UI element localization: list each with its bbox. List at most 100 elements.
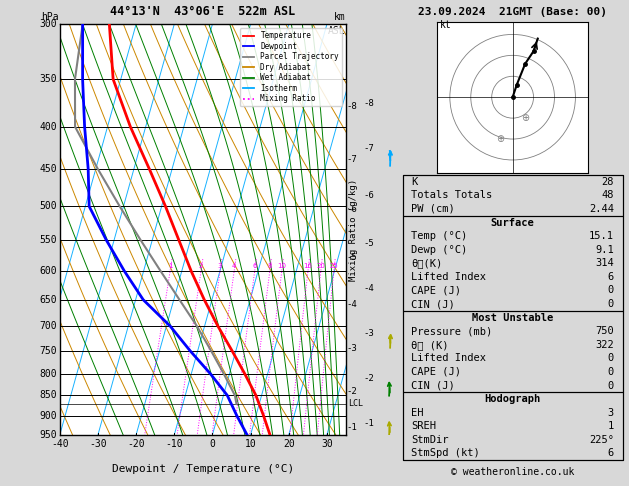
Text: -2: -2 <box>364 374 374 382</box>
Text: 2.44: 2.44 <box>589 204 614 214</box>
Text: ASL: ASL <box>328 26 346 36</box>
Text: 10: 10 <box>245 439 257 449</box>
Text: 322: 322 <box>595 340 614 350</box>
Text: SREH: SREH <box>411 421 437 431</box>
Text: -7: -7 <box>346 155 357 164</box>
Text: -8: -8 <box>346 102 357 111</box>
Text: 20: 20 <box>283 439 294 449</box>
Text: © weatheronline.co.uk: © weatheronline.co.uk <box>451 467 574 477</box>
Text: 225°: 225° <box>589 435 614 445</box>
Text: 0: 0 <box>608 285 614 295</box>
Text: -4: -4 <box>346 300 357 309</box>
Text: -2: -2 <box>346 387 357 396</box>
Text: 25: 25 <box>330 263 338 269</box>
Text: -5: -5 <box>364 239 374 248</box>
Text: 750: 750 <box>595 326 614 336</box>
Text: 400: 400 <box>39 122 57 132</box>
Text: CIN (J): CIN (J) <box>411 381 455 391</box>
Text: hPa: hPa <box>41 12 58 22</box>
Text: CIN (J): CIN (J) <box>411 299 455 309</box>
Text: Lifted Index: Lifted Index <box>411 272 486 282</box>
Text: Hodograph: Hodograph <box>484 394 541 404</box>
Text: kt: kt <box>440 20 451 30</box>
Text: 314: 314 <box>595 258 614 268</box>
Text: -30: -30 <box>89 439 107 449</box>
Text: km: km <box>334 12 346 22</box>
Text: 700: 700 <box>39 321 57 331</box>
Text: 9.1: 9.1 <box>595 244 614 255</box>
Text: -10: -10 <box>165 439 183 449</box>
Text: 0: 0 <box>608 367 614 377</box>
Legend: Temperature, Dewpoint, Parcel Trajectory, Dry Adiabat, Wet Adiabat, Isotherm, Mi: Temperature, Dewpoint, Parcel Trajectory… <box>240 28 342 106</box>
Text: Most Unstable: Most Unstable <box>472 312 554 323</box>
Text: 30: 30 <box>321 439 333 449</box>
Text: 6: 6 <box>608 272 614 282</box>
Bar <box>403 392 623 460</box>
Text: CAPE (J): CAPE (J) <box>411 285 461 295</box>
Text: 600: 600 <box>39 266 57 276</box>
Text: 6: 6 <box>252 263 257 269</box>
Text: 23.09.2024  21GMT (Base: 00): 23.09.2024 21GMT (Base: 00) <box>418 7 607 17</box>
Text: 15.1: 15.1 <box>589 231 614 241</box>
Text: Temp (°C): Temp (°C) <box>411 231 467 241</box>
Text: 500: 500 <box>39 201 57 211</box>
Text: -5: -5 <box>346 253 357 262</box>
Text: 6: 6 <box>608 449 614 458</box>
Text: Totals Totals: Totals Totals <box>411 191 493 200</box>
Text: ⊕: ⊕ <box>496 134 504 144</box>
Text: 350: 350 <box>39 74 57 84</box>
Text: Lifted Index: Lifted Index <box>411 353 486 364</box>
Text: 300: 300 <box>39 19 57 29</box>
Text: -20: -20 <box>127 439 145 449</box>
Text: Pressure (mb): Pressure (mb) <box>411 326 493 336</box>
Text: 16: 16 <box>303 263 313 269</box>
Text: 48: 48 <box>601 191 614 200</box>
Text: 0: 0 <box>608 381 614 391</box>
Text: 10: 10 <box>277 263 286 269</box>
Text: Mixing Ratio (g/kg): Mixing Ratio (g/kg) <box>349 178 359 281</box>
Bar <box>403 311 623 392</box>
Text: -6: -6 <box>346 206 357 214</box>
Text: 20: 20 <box>316 263 325 269</box>
Text: 44°13'N  43°06'E  522m ASL: 44°13'N 43°06'E 522m ASL <box>110 5 296 18</box>
Text: -3: -3 <box>364 329 374 338</box>
Text: -1: -1 <box>364 419 374 428</box>
Text: -3: -3 <box>346 344 357 353</box>
Text: 450: 450 <box>39 164 57 174</box>
Text: EH: EH <box>411 408 424 417</box>
Text: -40: -40 <box>51 439 69 449</box>
Text: 0: 0 <box>608 299 614 309</box>
Text: 650: 650 <box>39 295 57 305</box>
Text: θᴄ(K): θᴄ(K) <box>411 258 443 268</box>
Text: 8: 8 <box>267 263 272 269</box>
Text: ⊕: ⊕ <box>521 113 529 123</box>
Text: 1: 1 <box>608 421 614 431</box>
Text: Dewp (°C): Dewp (°C) <box>411 244 467 255</box>
Text: 3: 3 <box>608 408 614 417</box>
Text: 28: 28 <box>601 177 614 187</box>
Text: 4: 4 <box>232 263 237 269</box>
Text: CAPE (J): CAPE (J) <box>411 367 461 377</box>
Text: -8: -8 <box>364 99 374 108</box>
Bar <box>403 175 623 216</box>
Text: -4: -4 <box>364 284 374 293</box>
Text: 750: 750 <box>39 346 57 356</box>
Text: Surface: Surface <box>491 218 535 227</box>
Text: -7: -7 <box>364 144 374 153</box>
Text: 950: 950 <box>39 430 57 440</box>
Text: 3: 3 <box>218 263 222 269</box>
Text: K: K <box>411 177 418 187</box>
Text: Dewpoint / Temperature (°C): Dewpoint / Temperature (°C) <box>112 464 294 474</box>
Text: 550: 550 <box>39 235 57 245</box>
Text: 900: 900 <box>39 411 57 421</box>
Text: 1: 1 <box>168 263 172 269</box>
Text: 800: 800 <box>39 369 57 379</box>
Text: 850: 850 <box>39 390 57 400</box>
Text: -1: -1 <box>346 423 357 432</box>
Text: StmSpd (kt): StmSpd (kt) <box>411 449 480 458</box>
Text: LCL: LCL <box>348 399 363 408</box>
Text: StmDir: StmDir <box>411 435 449 445</box>
Text: -6: -6 <box>364 191 374 200</box>
Text: 0: 0 <box>608 353 614 364</box>
Text: PW (cm): PW (cm) <box>411 204 455 214</box>
